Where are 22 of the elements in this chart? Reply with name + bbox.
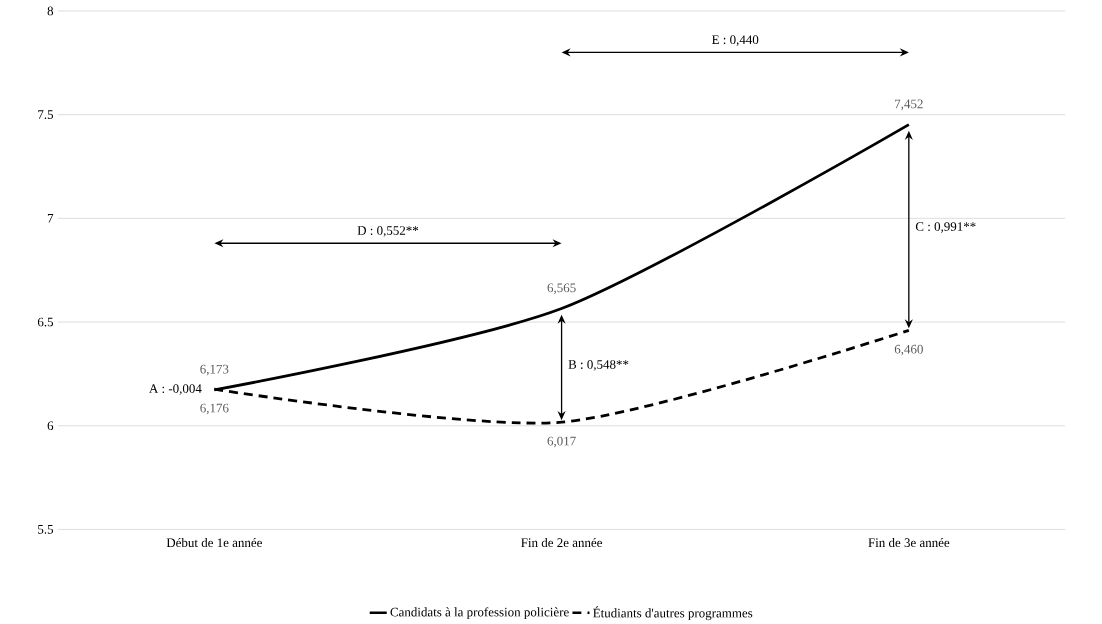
legend-label: Étudiants d'autres programmes <box>593 606 753 621</box>
data-label: 6,173 <box>200 364 229 376</box>
annotation: C : 0,991** <box>915 222 976 233</box>
y-tick-label: 8 <box>47 6 54 16</box>
y-tick-label: 6.5 <box>37 317 54 327</box>
data-label: 6,176 <box>200 403 229 415</box>
y-tick-label: 7 <box>47 214 54 223</box>
x-tick-label: Fin de 3e année <box>868 537 950 547</box>
annotation: B : 0,548** <box>568 360 629 371</box>
data-label: 6,017 <box>547 436 576 448</box>
data-label: 6,565 <box>547 283 576 295</box>
legend-label: Candidats à la profession policière <box>390 607 569 620</box>
y-tick-label: 7.5 <box>38 110 54 119</box>
x-tick-label: Début de 1e année <box>166 537 262 547</box>
data-label: 6,460 <box>894 344 923 356</box>
y-tick-label: 5.5 <box>38 525 54 534</box>
data-label: 7,452 <box>895 99 923 111</box>
annotation: D : 0,552** <box>357 226 419 237</box>
x-tick-label: Fin de 2e année <box>521 537 602 547</box>
annotation: E : 0,440 <box>712 35 759 46</box>
annotation: A : -0,004 <box>149 384 202 395</box>
y-tick-label: 6 <box>47 421 54 431</box>
